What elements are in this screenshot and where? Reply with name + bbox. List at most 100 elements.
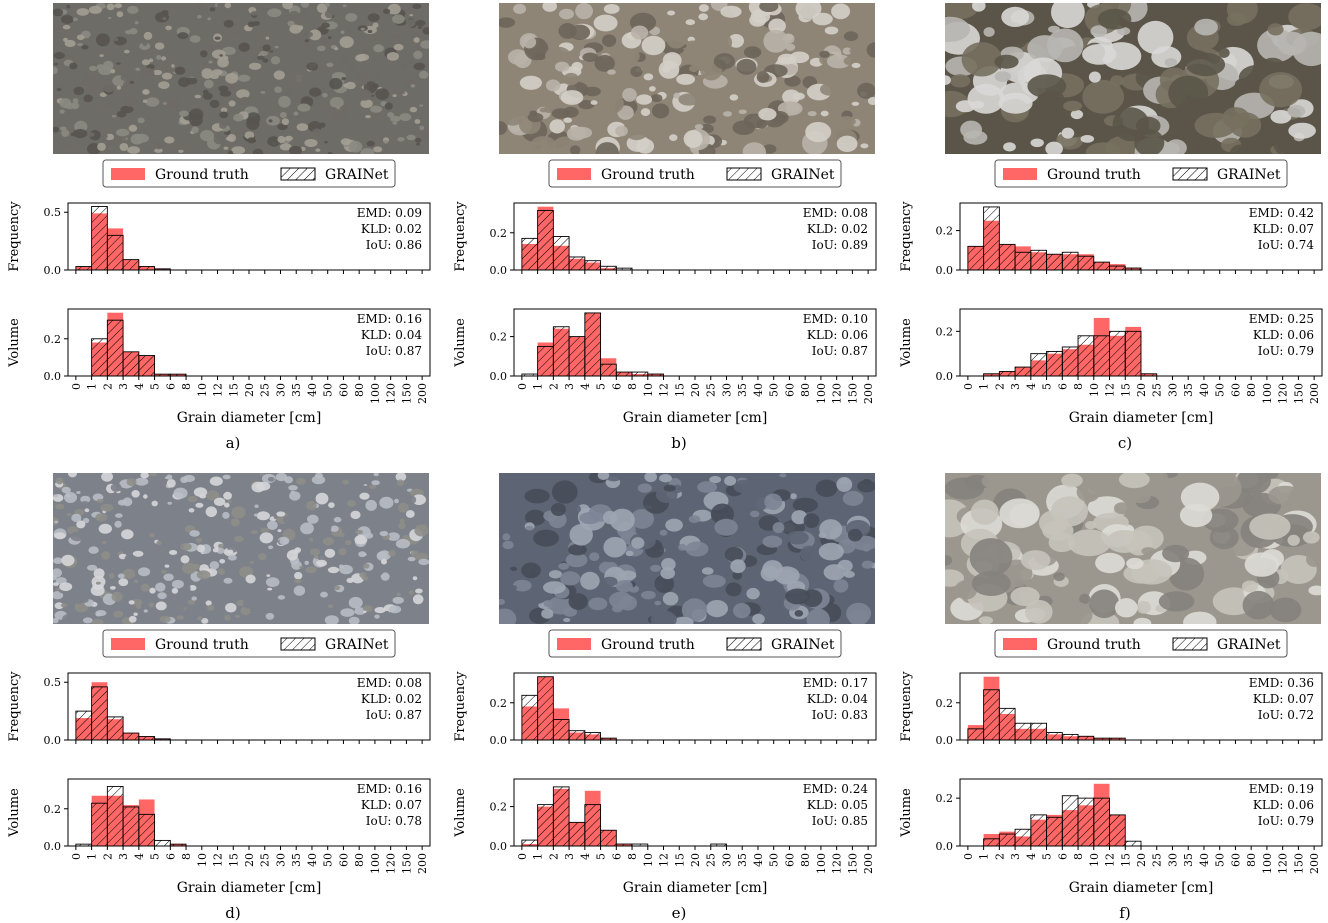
y-tick-label: 0.0 <box>490 734 508 747</box>
pebble <box>66 512 72 517</box>
pebble <box>200 50 208 58</box>
pebble <box>388 550 396 557</box>
grainet-bar <box>106 785 124 847</box>
pebble <box>127 146 140 154</box>
pebble <box>297 103 311 112</box>
x-tick-label: 30 <box>720 383 733 397</box>
pebble <box>223 577 233 584</box>
pebble <box>228 100 236 107</box>
pebble <box>290 491 295 494</box>
pebble <box>143 31 153 40</box>
pebble <box>180 542 192 551</box>
pebble <box>143 494 148 499</box>
x-tick-label: 150 <box>846 853 859 874</box>
pebble <box>360 148 375 154</box>
pebble <box>289 24 302 34</box>
pebble <box>161 56 167 61</box>
pebble <box>372 565 384 576</box>
metric-label: KLD: 0.07 <box>361 798 422 812</box>
pebble <box>178 149 184 153</box>
pebble <box>1236 473 1271 495</box>
pebble <box>631 537 645 549</box>
pebble <box>216 547 225 554</box>
x-tick-label: 60 <box>783 853 796 867</box>
x-tick-label: 150 <box>1292 383 1305 404</box>
x-tick-label: 25 <box>705 383 718 397</box>
pebble <box>322 93 328 98</box>
x-tick-label: 100 <box>815 383 828 404</box>
pebble <box>824 26 839 35</box>
pebble <box>171 64 175 68</box>
pebble <box>205 490 220 501</box>
pebble <box>510 566 518 571</box>
metric-label: KLD: 0.07 <box>1253 222 1314 236</box>
pebble <box>562 607 578 617</box>
pebble <box>392 66 397 70</box>
pebble <box>367 29 373 34</box>
x-tick-label: 200 <box>416 383 429 404</box>
x-tick-label: 2 <box>547 383 560 390</box>
grainet-bar <box>998 707 1016 741</box>
pebble <box>174 66 186 75</box>
metric-label: EMD: 0.36 <box>1249 676 1314 690</box>
pebble <box>256 511 270 521</box>
pebble <box>234 614 241 619</box>
x-tick-label: 15 <box>1119 383 1132 397</box>
pebble <box>294 571 303 580</box>
pebble <box>188 508 195 513</box>
pebble <box>122 568 136 580</box>
pebble <box>83 554 97 567</box>
legend-swatch-ground-truth <box>111 638 145 650</box>
pebble <box>772 522 785 534</box>
pebble <box>618 595 638 611</box>
pebble <box>256 481 271 491</box>
y-axis-label: Volume <box>899 788 914 838</box>
pebble <box>136 16 143 21</box>
pebble <box>558 562 569 570</box>
x-tick-label: 200 <box>1308 383 1321 404</box>
pebble <box>365 115 371 119</box>
pebble <box>1082 79 1125 114</box>
x-tick-label: 100 <box>815 853 828 874</box>
pebble <box>688 515 701 523</box>
pebble <box>1164 58 1178 67</box>
pebble <box>182 562 197 574</box>
pebble <box>217 568 226 575</box>
grainet-bar <box>615 371 633 377</box>
pebble <box>328 484 338 490</box>
pebble <box>80 495 91 503</box>
grainet-bar <box>1061 733 1079 741</box>
pebble <box>79 569 89 579</box>
pebble <box>107 16 112 20</box>
pebble <box>1059 601 1093 624</box>
pebble <box>506 87 529 107</box>
pebble <box>676 73 695 85</box>
pebble <box>202 92 213 100</box>
pebble <box>791 510 808 525</box>
grainet-bar <box>584 312 602 377</box>
y-axis-label: Frequency <box>453 671 468 742</box>
pebble <box>137 117 145 124</box>
pebble <box>806 65 826 76</box>
pebble <box>302 31 313 38</box>
pebble <box>1287 534 1300 546</box>
x-tick-label: 1 <box>532 853 545 860</box>
pebble <box>286 550 298 561</box>
grainet-bar <box>1030 249 1048 271</box>
pebble <box>641 590 656 600</box>
grainet-bar <box>983 838 1000 847</box>
pebble <box>209 476 223 486</box>
pebble <box>137 538 142 541</box>
pebble <box>843 57 855 66</box>
y-tick-label: 0.0 <box>44 734 62 747</box>
x-tick-label: 80 <box>1245 383 1258 397</box>
pebble <box>114 520 122 528</box>
x-tick-label: 1 <box>86 383 99 390</box>
x-tick-label: 2 <box>547 853 560 860</box>
pebble <box>697 481 717 493</box>
pebble <box>159 610 168 616</box>
pebble <box>119 143 129 151</box>
pebble <box>662 52 682 69</box>
pebble <box>730 559 746 574</box>
